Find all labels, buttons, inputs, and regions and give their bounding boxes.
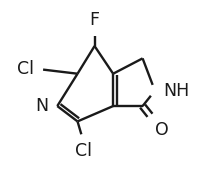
Text: N: N [35,97,49,115]
Text: Cl: Cl [17,59,34,77]
Text: NH: NH [163,82,189,100]
Text: Cl: Cl [75,142,92,160]
Text: F: F [89,11,100,29]
Text: O: O [155,121,169,139]
